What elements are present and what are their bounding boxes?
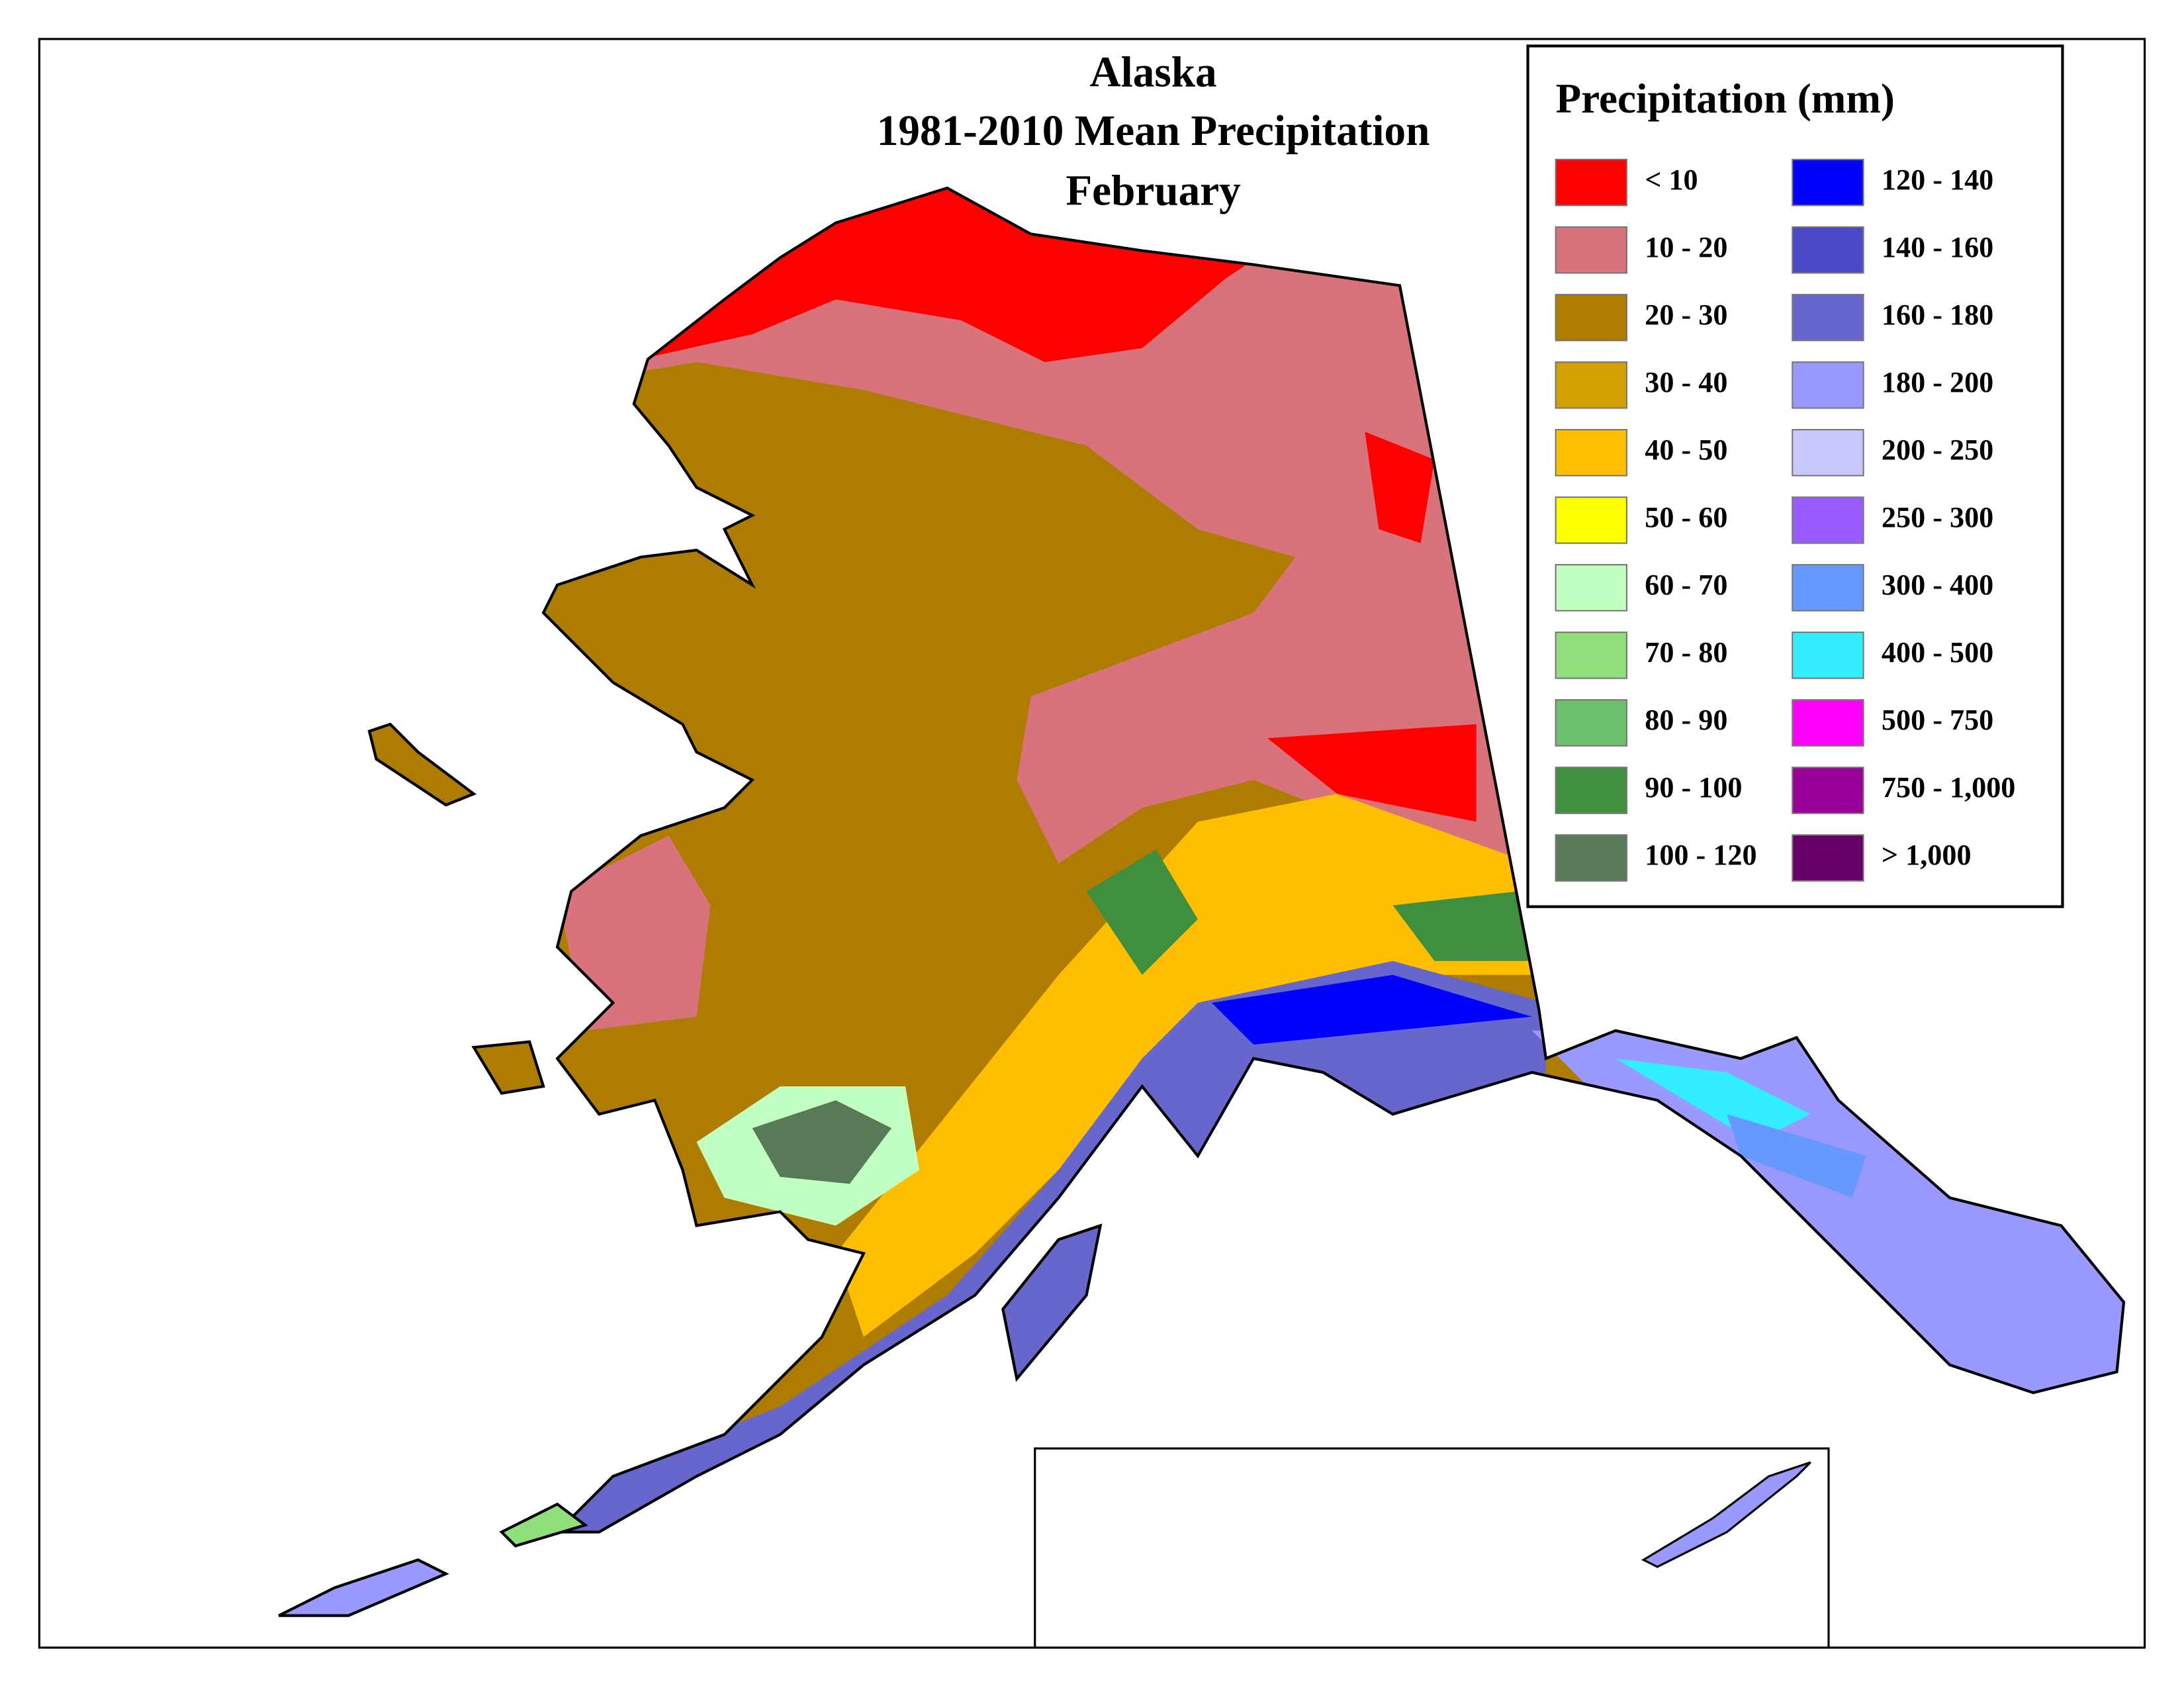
legend-swatch [1792,834,1864,882]
legend-swatch [1555,226,1627,274]
legend-swatch [1555,699,1627,747]
legend-label: 70 - 80 [1645,636,1727,669]
island [471,1040,545,1095]
legend-swatch [1792,564,1864,612]
legend-swatch [1792,226,1864,274]
legend-swatch [1792,496,1864,544]
legend-label: > 1,000 [1882,839,1972,871]
legend-label: 10 - 20 [1645,231,1727,263]
legend-label: 100 - 120 [1645,839,1756,871]
legend-label: 160 - 180 [1882,299,1993,331]
legend-label: 60 - 70 [1645,569,1727,601]
legend-label: < 10 [1645,164,1698,196]
legend-label: 30 - 40 [1645,366,1727,399]
legend-label: 750 - 1,000 [1882,771,2015,804]
island [278,1558,449,1617]
legend-swatch [1555,767,1627,814]
region [1267,724,1477,822]
legend: < 10 10 - 20 20 - 30 30 - 40 40 - 50 50 - 60 6… [1555,158,2015,882]
legend-swatch [1792,158,1864,207]
legend-label: 40 - 50 [1645,434,1727,466]
legend-swatch [1792,699,1864,747]
legend-label: 50 - 60 [1645,501,1727,534]
map-title: 1981-2010 Mean Precipitation [877,107,1430,155]
inset-islands [1641,1461,1811,1568]
map-title: Alaska [1090,49,1217,97]
legend-label: 120 - 140 [1882,164,1993,196]
legend-label: 180 - 200 [1882,366,1993,399]
region [543,188,1532,864]
legend-swatch [1792,767,1864,814]
legend-swatch [1792,293,1864,342]
legend-swatch [1555,158,1627,207]
legend-label: 250 - 300 [1882,501,1993,534]
legend-swatch [1792,632,1864,679]
region [752,1100,892,1184]
legend-label: 140 - 160 [1882,231,1993,263]
legend-title: Precipitation (mm) [1556,75,1895,122]
island [499,1502,588,1548]
legend-label: 20 - 30 [1645,299,1727,331]
legend-swatch [1555,834,1627,882]
region [1392,891,1532,961]
region [1365,432,1435,543]
legend-label: 300 - 400 [1882,569,1993,601]
legend-label: 80 - 90 [1645,704,1727,736]
legend-label: 200 - 250 [1882,434,1993,466]
legend-label: 400 - 500 [1882,636,1993,669]
region [1615,1058,1811,1143]
map-title: February [1066,167,1240,215]
legend-swatch [1792,429,1864,477]
legend-label: 500 - 750 [1882,704,1993,736]
region [1211,974,1532,1045]
legend-swatch [1555,429,1627,477]
inset-frame [1034,1447,1830,1649]
region [835,794,1546,1337]
region [1727,1114,1866,1198]
legend-swatch [1792,361,1864,409]
region [557,835,711,1031]
legend-swatch [1555,293,1627,342]
island [1001,1223,1103,1382]
legend-label: 90 - 100 [1645,771,1742,804]
legend-swatch [1555,564,1627,612]
island [367,722,477,807]
legend-swatch [1555,496,1627,544]
legend-swatch [1555,361,1627,409]
region [1086,849,1198,975]
legend-swatch [1555,632,1627,679]
